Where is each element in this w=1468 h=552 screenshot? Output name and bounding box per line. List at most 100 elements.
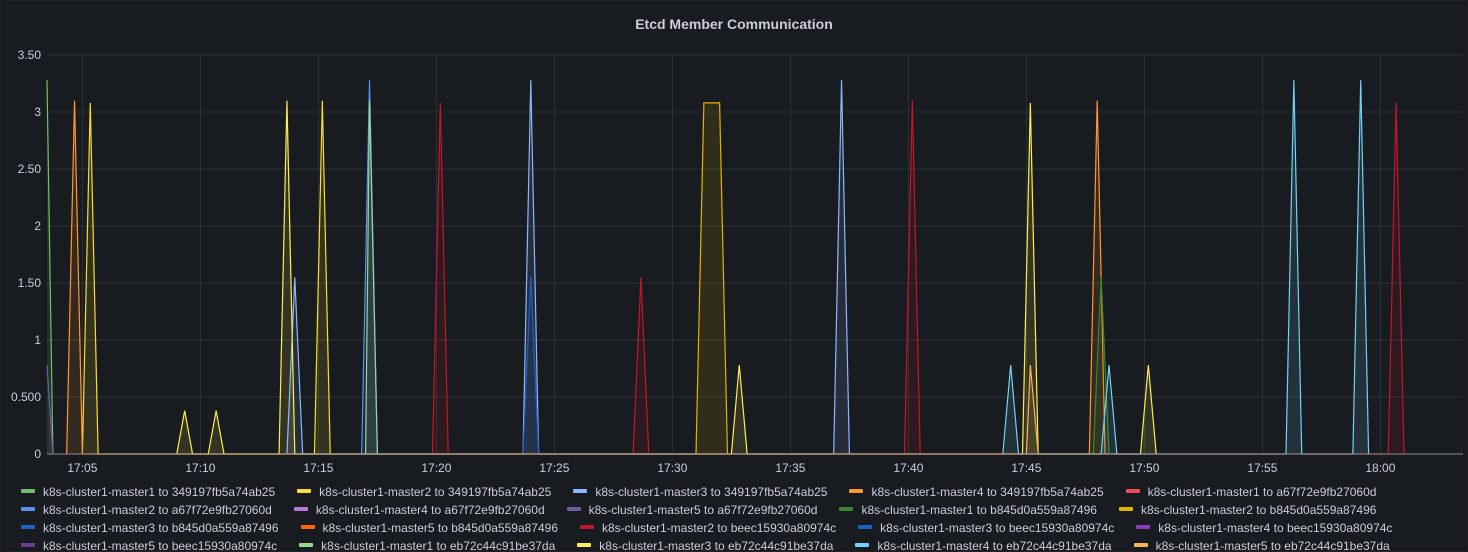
legend-label: k8s-cluster1-master5 to beec15930a80974c bbox=[43, 538, 278, 552]
legend-row: k8s-cluster1-master1 to 349197fb5a74ab25… bbox=[21, 484, 1461, 502]
legend-swatch bbox=[839, 506, 854, 511]
legend-item[interactable]: k8s-cluster1-master4 to a67f72e9fb27060d bbox=[293, 502, 545, 517]
legend-item[interactable]: k8s-cluster1-master2 to a67f72e9fb27060d bbox=[21, 502, 272, 517]
legend-row: k8s-cluster1-master2 to a67f72e9fb27060d… bbox=[21, 502, 1461, 520]
legend-label: k8s-cluster1-master4 to beec15930a80974c bbox=[1158, 520, 1393, 535]
legend-item[interactable]: k8s-cluster1-master4 to 349197fb5a74ab25 bbox=[849, 484, 1104, 499]
legend-label: k8s-cluster1-master2 to beec15930a80974c bbox=[602, 520, 837, 535]
legend-item[interactable]: k8s-cluster1-master1 to eb72c44c91be37da bbox=[299, 538, 556, 552]
series-area bbox=[522, 277, 539, 454]
legend-item[interactable]: k8s-cluster1-master5 to b845d0a559a87496 bbox=[300, 520, 559, 535]
legend-label: k8s-cluster1-master5 to b845d0a559a87496 bbox=[322, 520, 559, 535]
series-area bbox=[365, 100, 378, 454]
legend-item[interactable]: k8s-cluster1-master5 to beec15930a80974c bbox=[21, 538, 278, 552]
legend: k8s-cluster1-master1 to 349197fb5a74ab25… bbox=[21, 484, 1461, 552]
y-tick-label: 1.50 bbox=[18, 276, 42, 290]
legend-label: k8s-cluster1-master2 to a67f72e9fb27060d bbox=[43, 502, 272, 517]
series-area bbox=[1002, 80, 1369, 454]
series-area bbox=[696, 102, 728, 454]
panel-title[interactable]: Etcd Member Communication bbox=[635, 16, 833, 32]
x-tick-label: 18:00 bbox=[1365, 461, 1395, 475]
x-tick-label: 17:40 bbox=[893, 461, 923, 475]
legend-swatch bbox=[21, 542, 35, 547]
legend-swatch bbox=[21, 506, 35, 511]
legend-swatch bbox=[1125, 488, 1140, 493]
legend-item[interactable]: k8s-cluster1-master4 to beec15930a80974c bbox=[1136, 520, 1392, 535]
legend-swatch bbox=[577, 542, 592, 547]
y-tick-label: 2 bbox=[34, 219, 41, 233]
legend-swatch bbox=[573, 488, 588, 493]
y-tick-label: 3 bbox=[34, 105, 41, 119]
legend-label: k8s-cluster1-master1 to 349197fb5a74ab25 bbox=[43, 484, 276, 499]
legend-label: k8s-cluster1-master3 to 349197fb5a74ab25 bbox=[595, 484, 828, 499]
x-tick-label: 17:25 bbox=[539, 461, 569, 475]
legend-swatch bbox=[297, 488, 312, 493]
x-tick-label: 17:55 bbox=[1247, 461, 1277, 475]
legend-item[interactable]: k8s-cluster1-master5 to a67f72e9fb27060d bbox=[566, 502, 818, 517]
series-line bbox=[66, 100, 1106, 455]
series-line bbox=[365, 100, 378, 455]
legend-item[interactable]: k8s-cluster1-master1 to a67f72e9fb27060d bbox=[1125, 484, 1377, 499]
legend-label: k8s-cluster1-master1 to a67f72e9fb27060d bbox=[1147, 484, 1377, 499]
legend-label: k8s-cluster1-master3 to eb72c44c91be37da bbox=[599, 538, 834, 552]
legend-swatch bbox=[855, 542, 870, 547]
series-area bbox=[432, 100, 1404, 454]
legend-swatch bbox=[299, 542, 314, 547]
series-area bbox=[361, 80, 378, 454]
x-tick-label: 17:35 bbox=[775, 461, 805, 475]
legend-item[interactable]: k8s-cluster1-master5 to eb72c44c91be37da bbox=[1133, 538, 1390, 552]
legend-label: k8s-cluster1-master3 to beec15930a80974c bbox=[880, 520, 1115, 535]
series-area bbox=[66, 100, 1106, 454]
legend-row: k8s-cluster1-master3 to b845d0a559a87496… bbox=[21, 520, 1461, 538]
series-line bbox=[522, 277, 540, 455]
series-line bbox=[1025, 365, 1039, 455]
y-tick-label: 0 bbox=[34, 447, 41, 461]
legend-swatch bbox=[293, 506, 308, 511]
legend-label: k8s-cluster1-master4 to eb72c44c91be37da bbox=[877, 538, 1112, 552]
legend-swatch bbox=[580, 524, 594, 529]
legend-row: k8s-cluster1-master5 to beec15930a80974c… bbox=[21, 538, 1461, 552]
legend-item[interactable]: k8s-cluster1-master1 to 349197fb5a74ab25 bbox=[21, 484, 275, 499]
y-tick-label: 3.50 bbox=[18, 48, 42, 62]
legend-swatch bbox=[1133, 542, 1148, 547]
legend-item[interactable]: k8s-cluster1-master3 to beec15930a80974c bbox=[858, 520, 1114, 535]
series-line bbox=[695, 102, 729, 455]
legend-label: k8s-cluster1-master4 to a67f72e9fb27060d bbox=[315, 502, 545, 517]
x-tick-label: 17:20 bbox=[421, 461, 451, 475]
series-line bbox=[286, 80, 850, 455]
y-tick-label: 2.50 bbox=[18, 162, 42, 176]
legend-label: k8s-cluster1-master2 to 349197fb5a74ab25 bbox=[319, 484, 552, 499]
legend-swatch bbox=[858, 524, 873, 529]
legend-item[interactable]: k8s-cluster1-master3 to 349197fb5a74ab25 bbox=[573, 484, 827, 499]
y-tick-label: 1 bbox=[34, 333, 41, 347]
legend-swatch bbox=[300, 524, 315, 529]
legend-swatch bbox=[1136, 524, 1151, 529]
y-tick-label: 0.500 bbox=[11, 390, 41, 404]
x-tick-label: 17:50 bbox=[1129, 461, 1159, 475]
legend-label: k8s-cluster1-master5 to eb72c44c91be37da bbox=[1155, 538, 1390, 552]
series-area bbox=[1026, 365, 1039, 454]
legend-item[interactable]: k8s-cluster1-master2 to b845d0a559a87496 bbox=[1118, 502, 1377, 517]
x-tick-label: 17:10 bbox=[185, 461, 215, 475]
legend-item[interactable]: k8s-cluster1-master1 to b845d0a559a87496 bbox=[839, 502, 1097, 517]
legend-item[interactable]: k8s-cluster1-master3 to eb72c44c91be37da bbox=[577, 538, 834, 552]
legend-item[interactable]: k8s-cluster1-master2 to beec15930a80974c bbox=[580, 520, 836, 535]
series-line bbox=[1002, 80, 1370, 455]
legend-item[interactable]: k8s-cluster1-master3 to b845d0a559a87496 bbox=[21, 520, 279, 535]
x-tick-label: 17:05 bbox=[67, 461, 97, 475]
legend-item[interactable]: k8s-cluster1-master2 to 349197fb5a74ab25 bbox=[297, 484, 551, 499]
legend-swatch bbox=[849, 488, 864, 493]
legend-swatch bbox=[21, 524, 35, 529]
legend-label: k8s-cluster1-master5 to a67f72e9fb27060d bbox=[588, 502, 818, 517]
series-line bbox=[46, 365, 54, 455]
x-tick-label: 17:15 bbox=[303, 461, 333, 475]
legend-label: k8s-cluster1-master4 to 349197fb5a74ab25 bbox=[871, 484, 1104, 499]
legend-swatch bbox=[1118, 506, 1133, 511]
legend-swatch bbox=[21, 488, 35, 493]
legend-item[interactable]: k8s-cluster1-master4 to eb72c44c91be37da bbox=[855, 538, 1112, 552]
legend-label: k8s-cluster1-master2 to b845d0a559a87496 bbox=[1140, 502, 1377, 517]
chart-svg[interactable]: 0 0.500 1 1.50 2 2.50 3 3.50 17:05 17:10 17:15 17:2… bbox=[1, 1, 1467, 479]
legend-label: k8s-cluster1-master1 to eb72c44c91be37da bbox=[321, 538, 556, 552]
legend-label: k8s-cluster1-master1 to b845d0a559a87496 bbox=[861, 502, 1097, 517]
